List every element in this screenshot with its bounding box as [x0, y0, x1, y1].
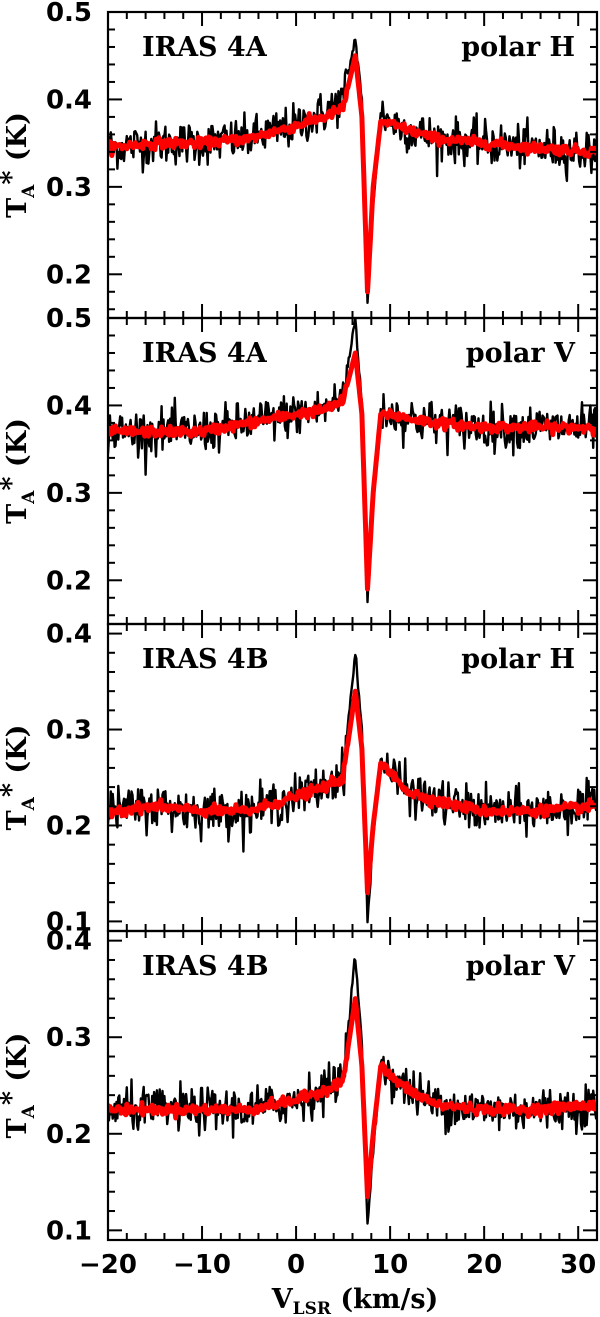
- panel-source-label: IRAS 4B: [142, 644, 269, 675]
- y-tick-label: 0.2: [46, 260, 92, 290]
- y-tick-label: 0.5: [46, 0, 92, 28]
- x-axis-title: VLSR (km/s): [271, 1284, 439, 1317]
- panel-2: 0.2 0.3 0.4 0.5 IRAS 4A polar V TA* (K): [0, 304, 599, 626]
- y-tick-label: 0.3: [46, 1023, 92, 1053]
- panel-1: 0.2 0.3 0.4 0.5 IRAS 4A polar H TA* (K): [0, 0, 599, 320]
- y-tick-label: 0.4: [46, 927, 92, 957]
- y-tick-label: 0.4: [46, 620, 92, 650]
- y-tick-label: 0.1: [46, 1216, 92, 1246]
- panel-4: 0.1 0.2 0.3 0.4 IRAS 4B polar V TA* (K): [0, 927, 599, 1246]
- x-tick-label: 30: [560, 1250, 596, 1280]
- y-tick-label: 0.2: [46, 1120, 92, 1150]
- y-axis-title: TA* (K): [0, 112, 39, 218]
- series-observed-line: [108, 958, 597, 1225]
- y-tick-label: 0.2: [46, 566, 92, 596]
- panel-polarization-label: polar V: [466, 951, 576, 982]
- series-model-line: [108, 996, 597, 1199]
- y-tick-label: 0.4: [46, 391, 92, 421]
- series-observed-line: [108, 38, 597, 304]
- y-tick-label: 0.3: [46, 173, 92, 203]
- y-tick-label: 0.5: [46, 304, 92, 334]
- y-tick-label: 0.4: [46, 85, 92, 115]
- x-tick-label: 0: [287, 1250, 305, 1280]
- x-tick-label: −20: [79, 1250, 137, 1280]
- panel-3: 0.1 0.2 0.3 0.4 IRAS 4B polar H TA* (K): [0, 620, 599, 937]
- x-tick-label: 20: [466, 1250, 502, 1280]
- panel-source-label: IRAS 4B: [142, 951, 269, 982]
- series-model-line: [108, 350, 597, 592]
- y-axis-title: TA* (K): [0, 725, 39, 831]
- panel-polarization-label: polar V: [466, 338, 576, 369]
- series-model-line: [108, 53, 597, 295]
- y-axis-title: TA* (K): [0, 418, 39, 524]
- series-model-line: [108, 688, 597, 896]
- y-tick-label: 0.1: [46, 907, 92, 937]
- x-tick-label: −10: [173, 1250, 231, 1280]
- panel-polarization-label: polar H: [461, 644, 575, 675]
- panel-source-label: IRAS 4A: [142, 32, 268, 63]
- y-tick-label: 0.3: [46, 479, 92, 509]
- y-axis-title: TA* (K): [0, 1033, 39, 1139]
- x-tick-label: 10: [372, 1250, 408, 1280]
- panel-source-label: IRAS 4A: [142, 338, 268, 369]
- y-tick-label: 0.2: [46, 811, 92, 841]
- panel-polarization-label: polar H: [461, 32, 575, 63]
- y-tick-label: 0.3: [46, 716, 92, 746]
